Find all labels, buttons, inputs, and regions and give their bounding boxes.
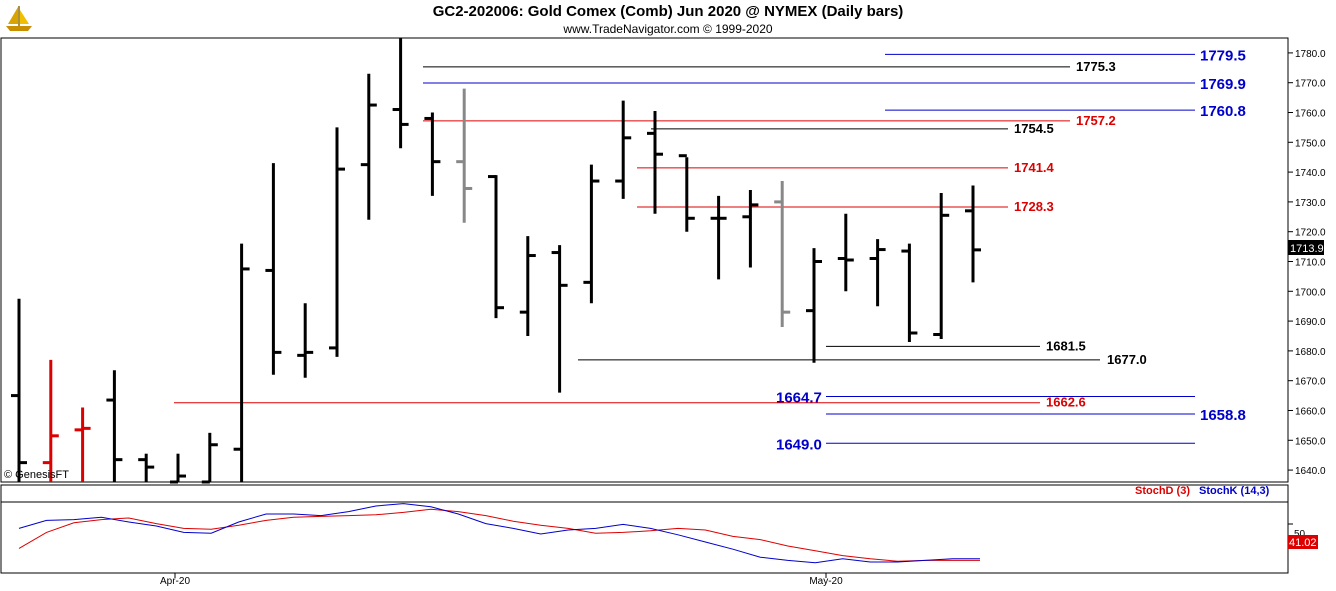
last-price-marker	[1288, 240, 1324, 255]
level-label: 1658.8	[1200, 407, 1246, 424]
level-label: 1769.9	[1200, 76, 1246, 93]
level-label: 1757.2	[1076, 113, 1116, 128]
level-label: 1649.0	[776, 436, 822, 453]
y-tick-label: 1730.0	[1295, 198, 1326, 209]
chart-title: GC2-202006: Gold Comex (Comb) Jun 2020 @…	[432, 3, 904, 20]
y-tick-label: 1720.0	[1295, 228, 1326, 239]
indicator-last-marker	[1288, 535, 1318, 549]
level-label: 1681.5	[1046, 338, 1086, 353]
y-tick-label: 1750.0	[1295, 138, 1326, 149]
stochastic-line	[18, 503, 980, 564]
y-tick-label: 1740.0	[1295, 168, 1326, 179]
chart-subtitle: www.TradeNavigator.com © 1999-2020	[563, 22, 773, 36]
y-tick-label: 1660.0	[1295, 406, 1326, 417]
y-tick-label: 1770.0	[1295, 79, 1326, 90]
stochastic-line	[18, 508, 980, 562]
y-tick-label: 1640.0	[1295, 466, 1326, 477]
level-label: 1664.7	[776, 389, 822, 406]
y-tick-label: 1690.0	[1295, 317, 1326, 328]
level-label: 1760.8	[1200, 103, 1246, 120]
y-tick-label: 1780.0	[1295, 49, 1326, 60]
level-label: 1754.5	[1014, 121, 1054, 136]
y-tick-label: 1760.0	[1295, 108, 1326, 119]
watermark: © GenesisFT	[4, 469, 69, 481]
x-tick-label: May-20	[809, 576, 843, 587]
y-tick-label: 1650.0	[1295, 436, 1326, 447]
level-label: 1741.4	[1014, 160, 1055, 175]
y-tick-label: 1700.0	[1295, 287, 1326, 298]
stochk-legend: StochK (14,3)	[1199, 485, 1270, 497]
level-label: 1779.5	[1200, 47, 1246, 64]
y-tick-label: 1680.0	[1295, 347, 1326, 358]
y-tick-label: 1710.0	[1295, 257, 1326, 268]
level-label: 1775.3	[1076, 59, 1116, 74]
sailboat-logo-icon	[6, 6, 32, 31]
indicator-ytick-label: 50	[1294, 529, 1306, 540]
last-price-label: 1713.9	[1290, 243, 1324, 255]
price-panel	[0, 37, 1289, 483]
level-label: 1728.3	[1014, 199, 1054, 214]
y-tick-label: 1670.0	[1295, 377, 1326, 388]
stochd-legend: StochD (3)	[1135, 485, 1190, 497]
indicator-last-label: 41.02	[1289, 537, 1317, 549]
level-label: 1677.0	[1107, 352, 1147, 367]
x-tick-label: Apr-20	[160, 576, 190, 587]
level-label: 1662.6	[1046, 395, 1086, 410]
